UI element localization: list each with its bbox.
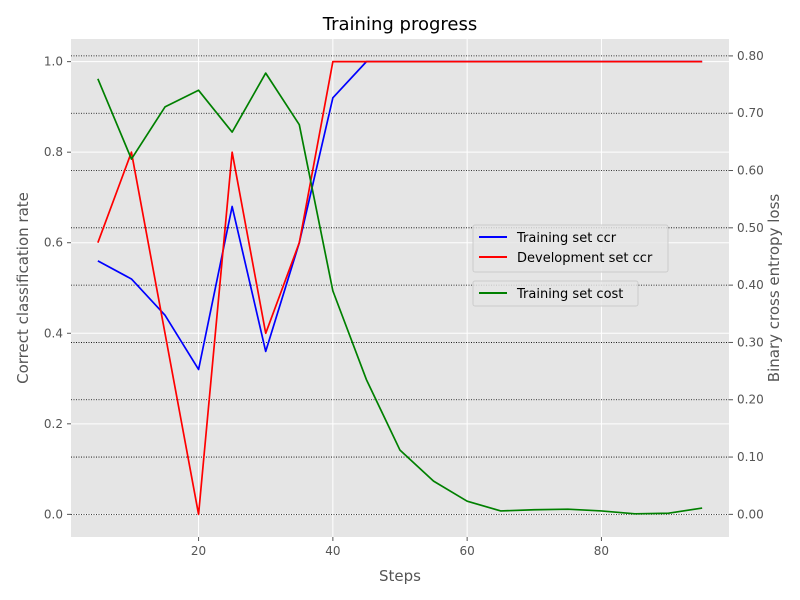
y-right-tick-label: 0.10 <box>737 450 764 464</box>
y-left-tick-label: 1.0 <box>44 55 63 69</box>
x-axis-title: Steps <box>379 567 421 585</box>
legend-label-training-ccr: Training set ccr <box>516 231 617 246</box>
series-lines <box>97 60 703 516</box>
y-right-tick-label: 0.80 <box>737 49 764 63</box>
y-left-axis-title: Correct classification rate <box>14 192 32 384</box>
legend: Training set ccr Development set ccr Tra… <box>472 224 669 307</box>
y-right-tick-label: 0.20 <box>737 393 764 407</box>
legend-label-development-ccr: Development set ccr <box>517 251 653 266</box>
y-left-tick-label: 0.6 <box>44 236 63 250</box>
y-right-tick-label: 0.30 <box>737 335 764 349</box>
y-right-tick-label: 0.00 <box>737 507 764 521</box>
chart-title: Training progress <box>322 14 477 35</box>
y-right-tick-label: 0.40 <box>737 278 764 292</box>
y-right-tick-label: 0.60 <box>737 164 764 178</box>
legend-box <box>472 224 669 273</box>
legend-label-training-cost: Training set cost <box>516 287 623 302</box>
y-right-axis-title: Binary cross entropy loss <box>765 194 783 383</box>
y-right-tick-label: 0.50 <box>737 221 764 235</box>
y-right-tick-label: 0.70 <box>737 106 764 120</box>
y-left-tick-label: 0.2 <box>44 417 63 431</box>
x-tick-label: 40 <box>325 544 340 558</box>
y-left-tick-label: 0.0 <box>44 507 63 521</box>
development-ccr-line <box>97 60 703 516</box>
x-tick-label: 80 <box>594 544 609 558</box>
y-left-tick-label: 0.4 <box>44 326 63 340</box>
axis-ticks: 0.0 0.2 0.4 0.6 0.8 1.0 20 40 60 80 0.00 0.10 0.20 0.… <box>44 49 764 558</box>
legend-box-cost <box>472 280 639 307</box>
y-left-tick-label: 0.8 <box>44 145 63 159</box>
x-tick-label: 20 <box>191 544 206 558</box>
x-tick-label: 60 <box>460 544 475 558</box>
training-cost-line <box>97 72 703 515</box>
